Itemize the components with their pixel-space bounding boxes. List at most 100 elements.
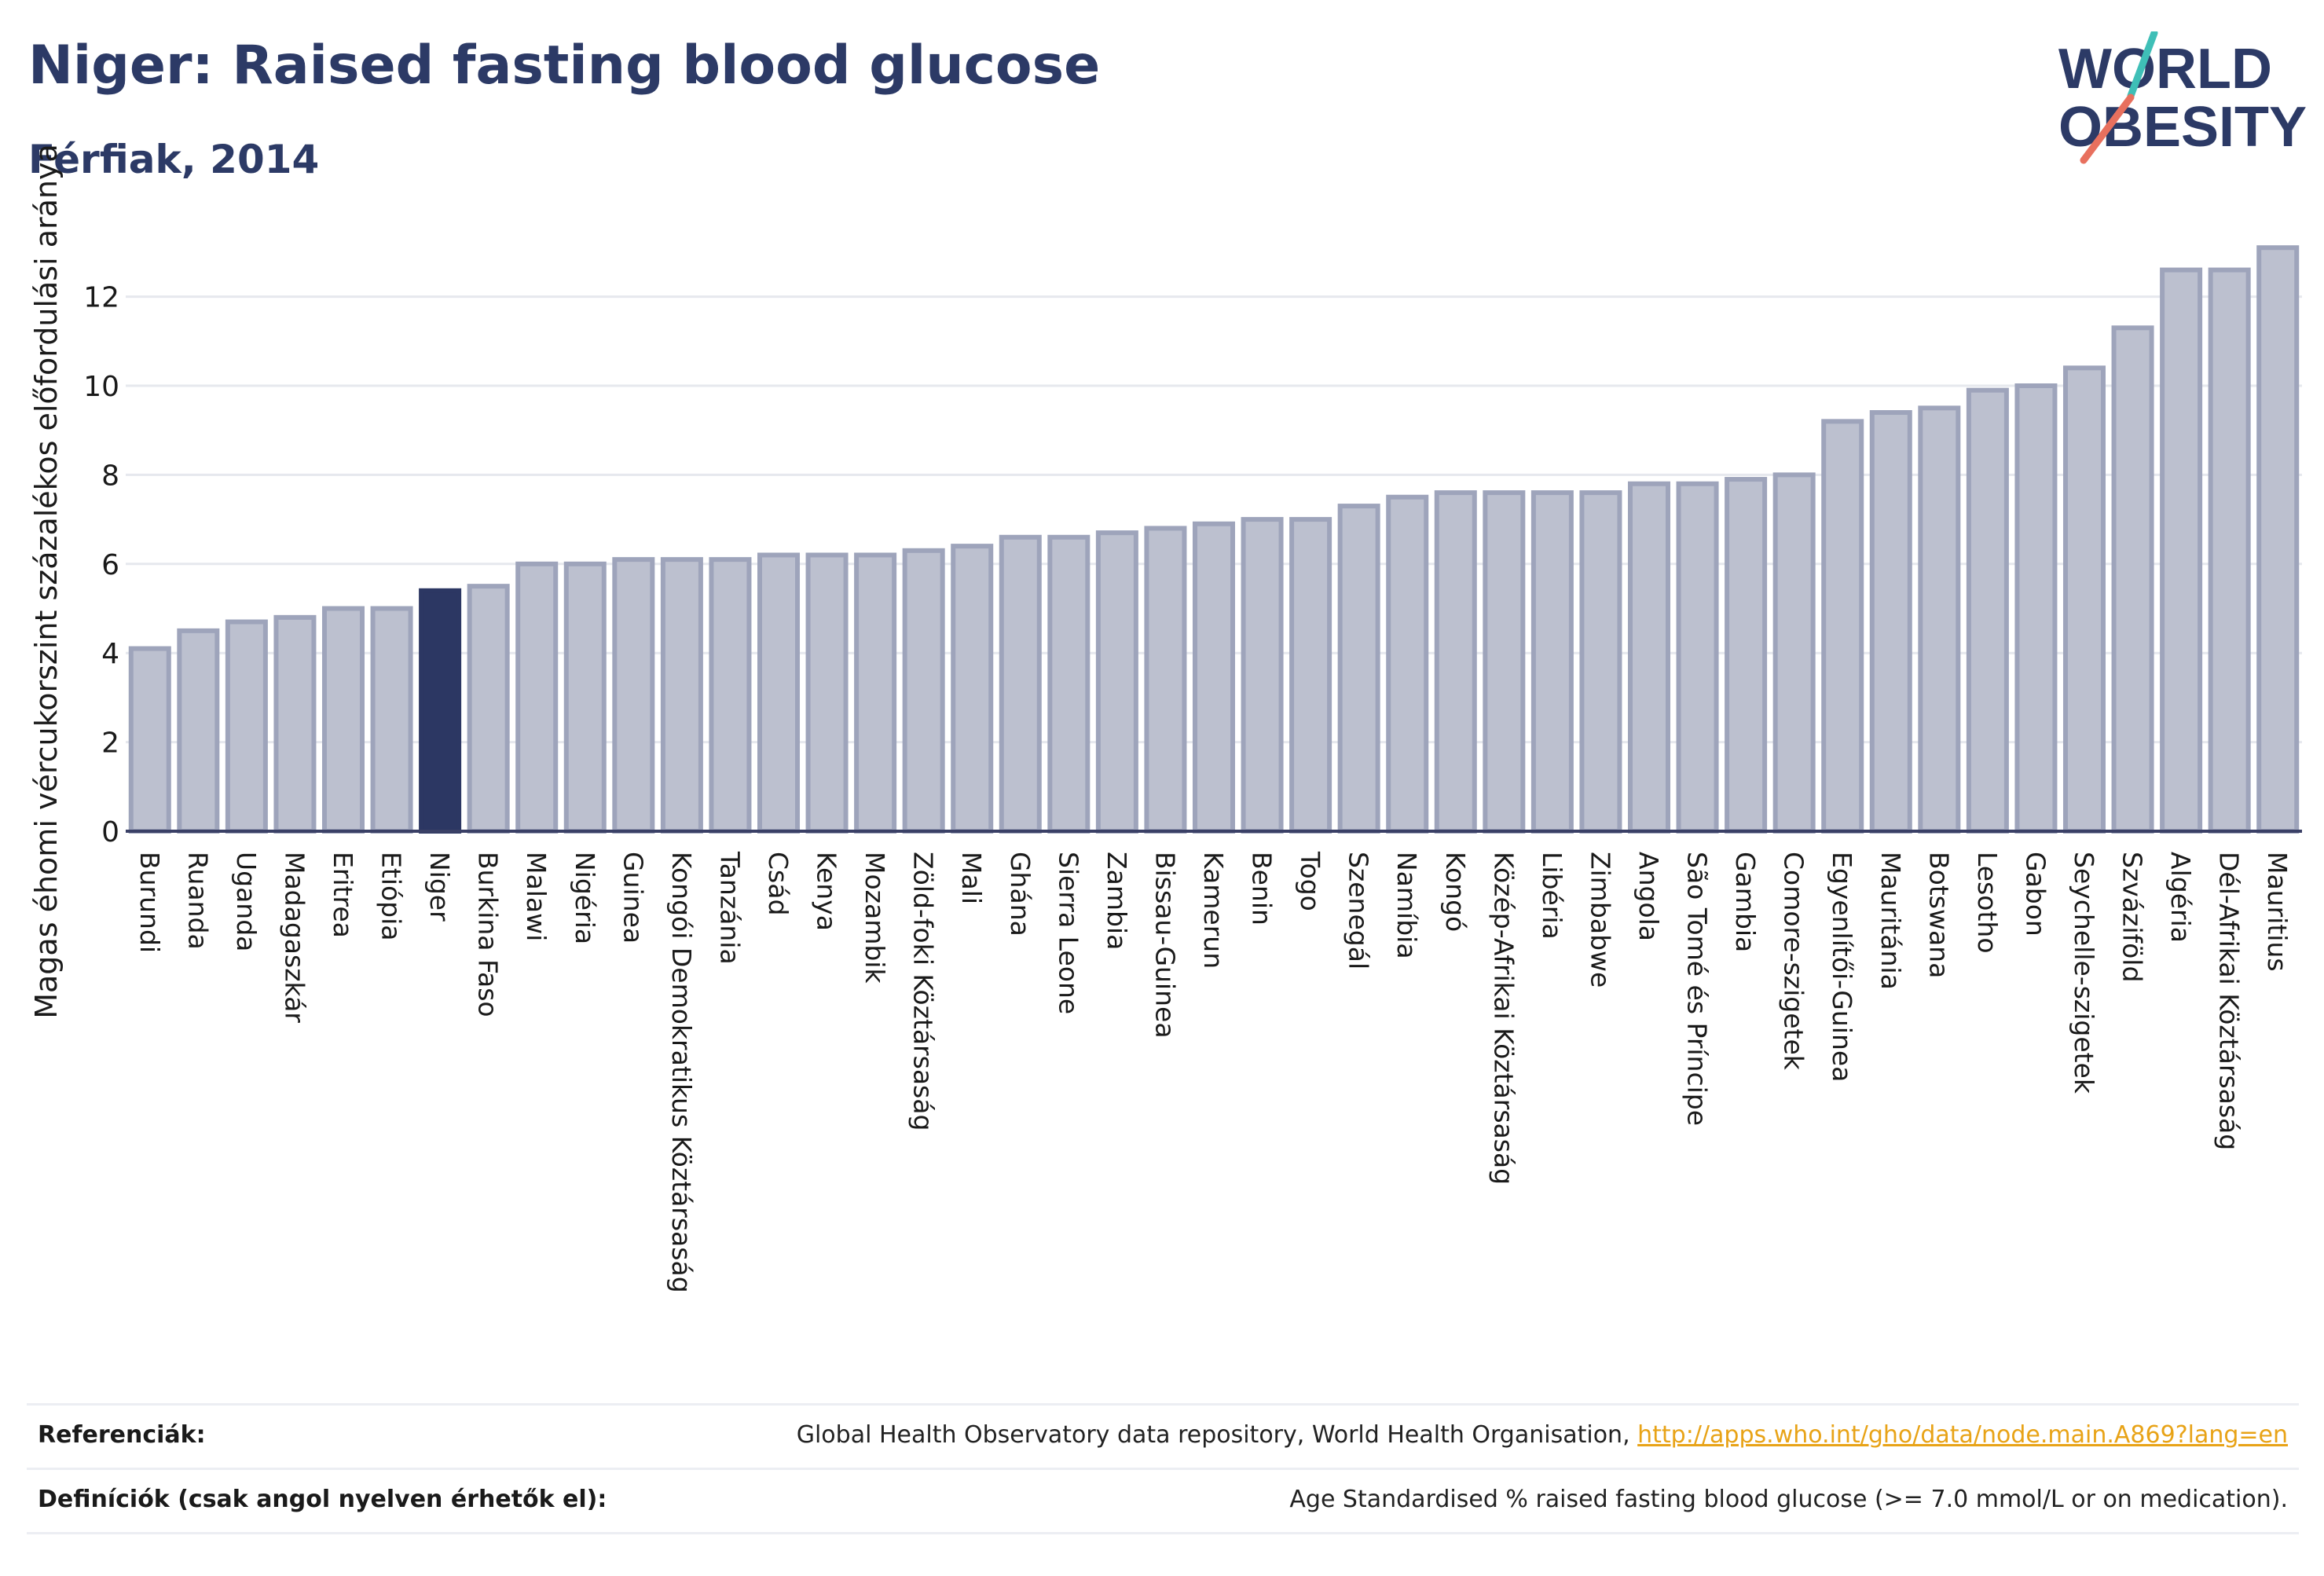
bar [2014, 383, 2058, 834]
bar [999, 534, 1042, 834]
bar [902, 548, 945, 834]
y-tick-label: 2 [101, 728, 119, 760]
bar [467, 584, 510, 834]
x-tick-label: São Tomé és Príncipe [1682, 852, 1713, 1126]
bar [1676, 481, 1719, 834]
bar [1483, 490, 1526, 834]
x-tick-label: Egyenlítői-Guinea [1827, 852, 1857, 1082]
x-tick-label: Csád [763, 852, 794, 915]
x-tick-labels: Burundi Ruanda Uganda Madagaszkár Eritrea Eti… [134, 851, 2293, 1293]
x-tick-label: Kamerun [1198, 852, 1229, 969]
x-tick-label: Lesotho [1972, 852, 2003, 954]
bars [128, 245, 2300, 834]
x-tick-label: Kenya [812, 852, 842, 931]
y-tick-label: 12 [83, 282, 119, 314]
bar [1627, 481, 1671, 834]
references-row: Referenciák: Global Health Observatory d… [27, 1403, 2299, 1468]
bar [1144, 526, 1187, 834]
x-tick-label: Gabon [2020, 852, 2051, 936]
x-tick-label: Tanzánia [714, 851, 745, 965]
x-tick-label: Guinea [618, 852, 648, 944]
x-tick-label: Botswana [1923, 852, 1954, 978]
x-tick-label: Nigéria [570, 852, 600, 944]
x-tick-label: Dél-Afrikai Köztársaság [2214, 852, 2245, 1150]
x-tick-label: Togo [1295, 851, 1325, 911]
bar [757, 552, 801, 834]
bar [709, 557, 752, 834]
bar [1725, 477, 1768, 834]
x-tick-label: Zöld-foki Köztársaság [908, 852, 939, 1131]
bar [1869, 410, 1912, 834]
bar [128, 646, 171, 834]
bar [515, 561, 559, 834]
bar [1095, 530, 1138, 834]
bar [1386, 494, 1429, 834]
y-tick-label: 6 [101, 549, 119, 581]
world-obesity-logo: WORLD OBESITY [2058, 31, 2307, 164]
x-tick-label: Mauritius [2262, 852, 2293, 972]
x-tick-label: Szváziföld [2117, 852, 2148, 982]
bar [1772, 472, 1816, 834]
bar [321, 606, 365, 834]
x-tick-label: Szenegál [1343, 852, 1374, 969]
bar [1966, 387, 2009, 834]
bar [1821, 419, 1864, 834]
x-tick-label: Kongói Demokratikus Köztársaság [666, 852, 697, 1293]
y-axis-label: Magas éhomi vércukorszint százalékos elő… [29, 144, 64, 1019]
bar [563, 561, 607, 834]
x-tick-label: Namíbia [1391, 852, 1422, 959]
chart-title: Niger: Raised fasting blood glucose [28, 35, 1101, 97]
x-tick-label: Kongó [1440, 852, 1471, 932]
x-tick-label: Ghána [1005, 852, 1036, 936]
x-tick-label: Niger [424, 852, 455, 922]
x-tick-label: Gambia [1730, 852, 1761, 952]
bar [854, 552, 897, 834]
y-tick-label: 8 [101, 460, 119, 492]
x-tick-label: Benin [1247, 852, 1277, 925]
x-tick-label: Angola [1633, 852, 1664, 941]
references-label: Referenciák: [38, 1421, 206, 1449]
bar [2160, 267, 2203, 834]
bar [1579, 490, 1622, 834]
logo-slash-coral [2080, 93, 2135, 164]
references-text: Global Health Observatory data repositor… [796, 1421, 1638, 1449]
x-tick-label: Közép-Afrikai Köztársaság [1488, 852, 1519, 1185]
logo-text-obesity: OBESITY [2058, 96, 2307, 159]
bar [177, 628, 220, 834]
chart-subtitle: Férfiak, 2014 [28, 137, 320, 182]
x-tick-label: Mali [956, 852, 987, 904]
bar-chart: 0 2 4 6 8 10 12 Burundi Ruanda Uganda Madagaszkár… [29, 144, 2302, 1293]
x-tick-label: Mauritánia [1875, 852, 1906, 990]
bar [1289, 517, 1332, 834]
y-tick-label: 10 [83, 371, 119, 403]
x-tick-label: Zambia [1102, 852, 1132, 950]
bar [2062, 365, 2106, 834]
y-tick-label: 0 [101, 816, 119, 848]
bar [1047, 534, 1091, 834]
bar [1241, 517, 1284, 834]
x-tick-label: Algéria [2165, 852, 2196, 943]
bar [370, 606, 413, 834]
x-tick-label: Etiópia [376, 852, 407, 941]
definitions-label: Definíciók (csak angol nyelven érhetők e… [38, 1486, 607, 1513]
bar [2256, 245, 2300, 834]
x-tick-label: Madagaszkár [279, 852, 310, 1023]
x-tick-label: Mozambik [860, 852, 890, 984]
bar [805, 552, 849, 834]
bar [225, 619, 268, 834]
references-link[interactable]: http://apps.who.int/gho/data/node.main.A… [1637, 1421, 2288, 1449]
x-tick-label: Eritrea [328, 852, 358, 938]
y-tick-labels: 0 2 4 6 8 10 12 [83, 282, 119, 848]
x-tick-label: Burkina Faso [473, 852, 504, 1017]
x-tick-label: Uganda [231, 852, 262, 951]
bar [2111, 325, 2154, 834]
x-tick-label: Sierra Leone [1053, 852, 1083, 1014]
bar-highlighted [419, 588, 462, 834]
x-tick-label: Comore-szigetek [1779, 852, 1809, 1071]
bar [951, 544, 994, 834]
y-tick-label: 4 [101, 638, 119, 670]
bar [1918, 405, 1961, 834]
x-tick-label: Libéria [1537, 852, 1567, 940]
footer-divider [27, 1532, 2299, 1534]
x-tick-label: Bissau-Guinea [1149, 852, 1180, 1039]
